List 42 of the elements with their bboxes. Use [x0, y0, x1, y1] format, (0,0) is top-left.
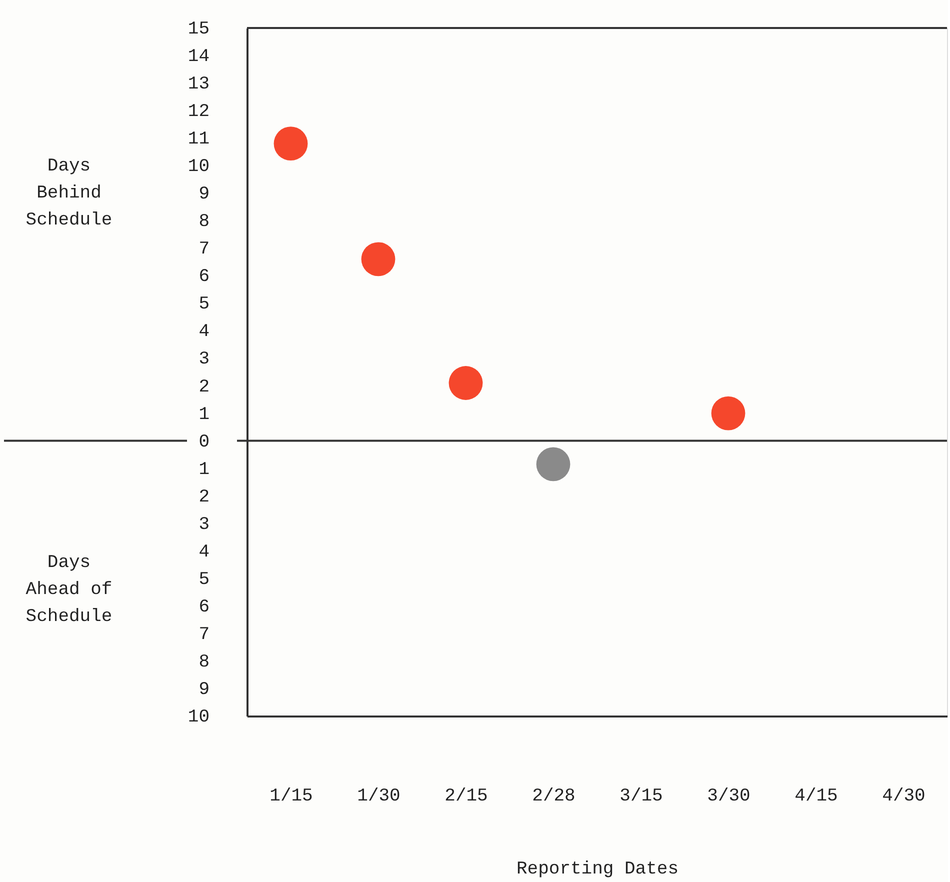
- x-tick-label: 3/15: [620, 786, 663, 806]
- point: [274, 126, 308, 161]
- point: [536, 447, 570, 482]
- y-tick-label: 5: [198, 294, 210, 315]
- x-tick-label: 4/30: [882, 786, 926, 806]
- point: [361, 242, 396, 276]
- y-tick-label: 10: [188, 157, 210, 178]
- y-tick-label: 0: [198, 432, 210, 452]
- y-tick-label: 14: [188, 47, 210, 68]
- y-tick-label: 4: [198, 322, 210, 342]
- x-tick-label: 3/30: [707, 786, 750, 806]
- x-axis-title: Reporting Dates: [516, 860, 679, 880]
- y-tick-label: 2: [198, 487, 210, 508]
- y-tick-label: 6: [198, 267, 210, 288]
- y-tick-label: 12: [188, 102, 210, 122]
- text: Days Ahead of Schedule: [26, 552, 112, 627]
- y-tick-label: 3: [198, 350, 210, 370]
- x-tick-label: 4/15: [794, 786, 838, 806]
- y-tick-label: 3: [198, 514, 210, 535]
- x-tick-label: 2/15: [444, 786, 488, 806]
- y-tick-label: 11: [188, 130, 210, 150]
- y-tick-label: 10: [188, 708, 210, 728]
- y-tick-label: 8: [198, 212, 210, 232]
- y-tick-label: 1: [198, 460, 210, 480]
- y-tick-label: 9: [198, 680, 210, 700]
- y-tick-label: 5: [198, 570, 210, 590]
- x-tick-label: 1/30: [357, 786, 400, 806]
- y-tick-label: 6: [198, 597, 210, 618]
- point: [711, 396, 746, 430]
- y-tick-label: 4: [198, 542, 210, 562]
- y-axis-title: Days Behind Schedule: [26, 156, 112, 231]
- y-tick-label: 2: [198, 377, 210, 398]
- y-tick-label: 15: [188, 20, 210, 40]
- y-tick-label: 7: [198, 624, 210, 645]
- x-tick-label: 1/15: [270, 786, 313, 806]
- y-tick-label: 7: [198, 240, 210, 260]
- point: [448, 366, 483, 400]
- y-tick-label: 13: [188, 74, 210, 95]
- y-tick-label: 9: [198, 184, 210, 205]
- y-tick-label: 1: [198, 404, 210, 425]
- y-tick-label: 8: [198, 652, 210, 672]
- x-tick-label: 2/28: [532, 786, 576, 806]
